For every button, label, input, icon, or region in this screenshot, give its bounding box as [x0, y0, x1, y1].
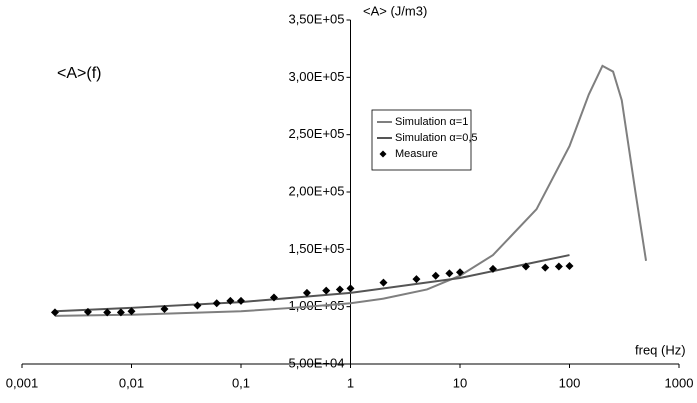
x-tick-label: 10: [453, 375, 467, 390]
series-line: [54, 254, 570, 313]
data-point: [379, 278, 388, 287]
legend-label: Simulation α=1: [395, 116, 468, 128]
x-tick-label: 0,001: [6, 375, 39, 390]
y-tick-label: 3,00E+05: [288, 69, 344, 84]
data-point: [237, 296, 245, 305]
x-axis-label: freq (Hz): [635, 342, 686, 357]
x-tick-label: 100: [559, 375, 581, 390]
data-point: [335, 285, 344, 294]
legend-box: [371, 109, 472, 171]
data-point: [302, 288, 311, 297]
data-point: [160, 304, 169, 313]
y-tick-label: 3,50E+05: [288, 11, 344, 26]
legend-label: Simulation α=0,5: [395, 132, 478, 144]
x-tick-label: 1000: [665, 375, 694, 390]
data-point: [565, 261, 574, 270]
data-point: [212, 299, 221, 308]
data-point: [431, 271, 440, 280]
data-point: [127, 307, 136, 316]
data-point: [103, 308, 112, 317]
data-point: [269, 293, 278, 302]
chart-title: <A>(f): [57, 65, 101, 82]
data-point: [226, 296, 235, 305]
legend-label: Measure: [395, 148, 438, 160]
data-point: [554, 262, 563, 271]
data-point: [445, 269, 454, 278]
y-tick-label: 2,50E+05: [288, 126, 344, 141]
legend-symbol: [379, 150, 387, 158]
data-point: [412, 275, 421, 284]
x-tick-label: 0,01: [119, 375, 144, 390]
data-point: [50, 308, 59, 317]
y-tick-label: 1,50E+05: [288, 241, 344, 256]
data-point: [116, 308, 125, 317]
data-point: [322, 286, 331, 295]
data-point: [541, 263, 550, 272]
y-axis-label: <A> (J/m3): [363, 3, 427, 18]
y-tick-label: 5,00E+04: [288, 355, 344, 370]
data-point: [456, 268, 464, 277]
data-point: [83, 307, 92, 316]
data-point: [346, 284, 355, 293]
data-point: [488, 264, 497, 273]
x-tick-label: 1: [347, 375, 354, 390]
data-point: [521, 262, 530, 271]
series-line: [54, 64, 648, 317]
data-point: [193, 301, 202, 310]
x-tick-label: 0,1: [232, 375, 250, 390]
y-tick-label: 2,00E+05: [288, 183, 344, 198]
legend: Simulation α=1 Simulation α=0,5 Measure: [371, 109, 478, 171]
